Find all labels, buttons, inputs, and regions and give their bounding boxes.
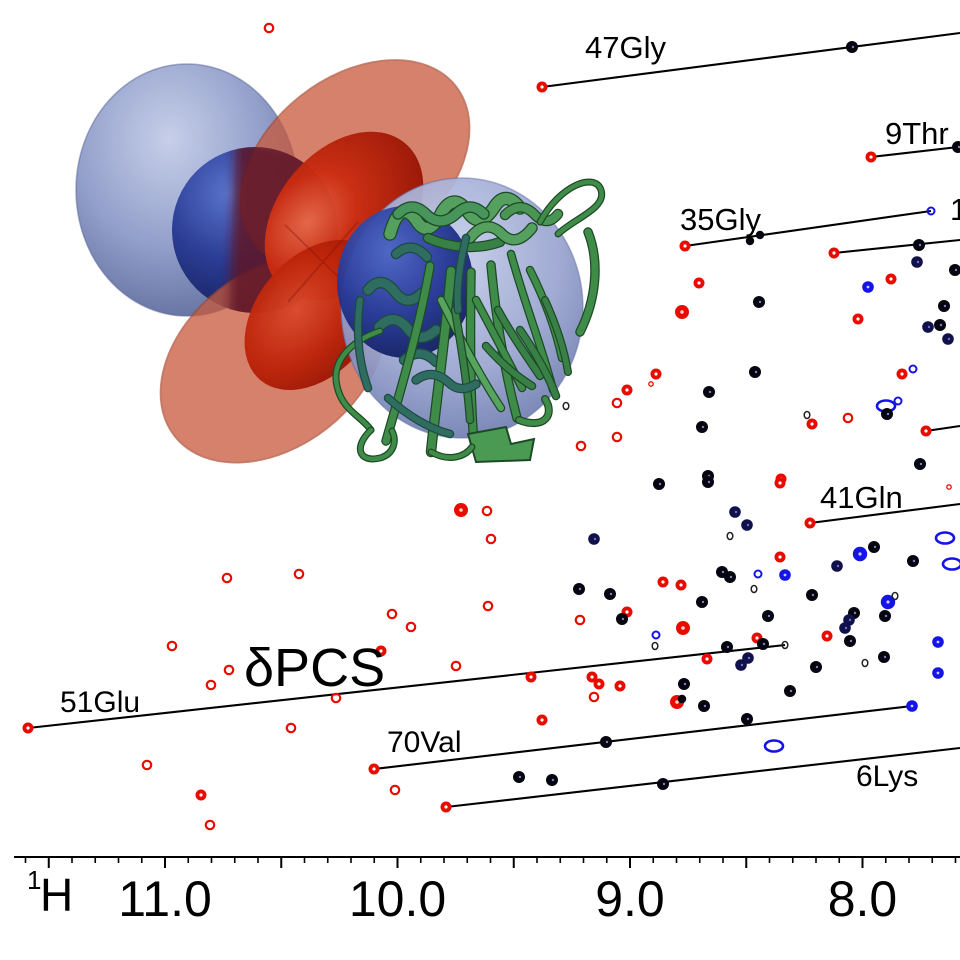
svg-text:35Gly: 35Gly [680,202,761,237]
svg-text:47Gly: 47Gly [585,30,666,65]
svg-text:6Lys: 6Lys [856,760,918,793]
svg-text:1: 1 [27,865,41,895]
svg-text:δPCS: δPCS [244,638,385,698]
svg-text:1: 1 [950,192,960,227]
svg-text:9.0: 9.0 [595,871,665,927]
svg-text:H: H [40,869,73,921]
svg-text:51Glu: 51Glu [60,686,140,719]
svg-text:70Val: 70Val [387,726,462,759]
svg-text:41Gln: 41Gln [820,480,903,515]
svg-text:8.0: 8.0 [828,871,898,927]
svg-text:10.0: 10.0 [349,871,446,927]
svg-text:9Thr: 9Thr [885,116,949,151]
svg-text:11.0: 11.0 [118,871,212,927]
